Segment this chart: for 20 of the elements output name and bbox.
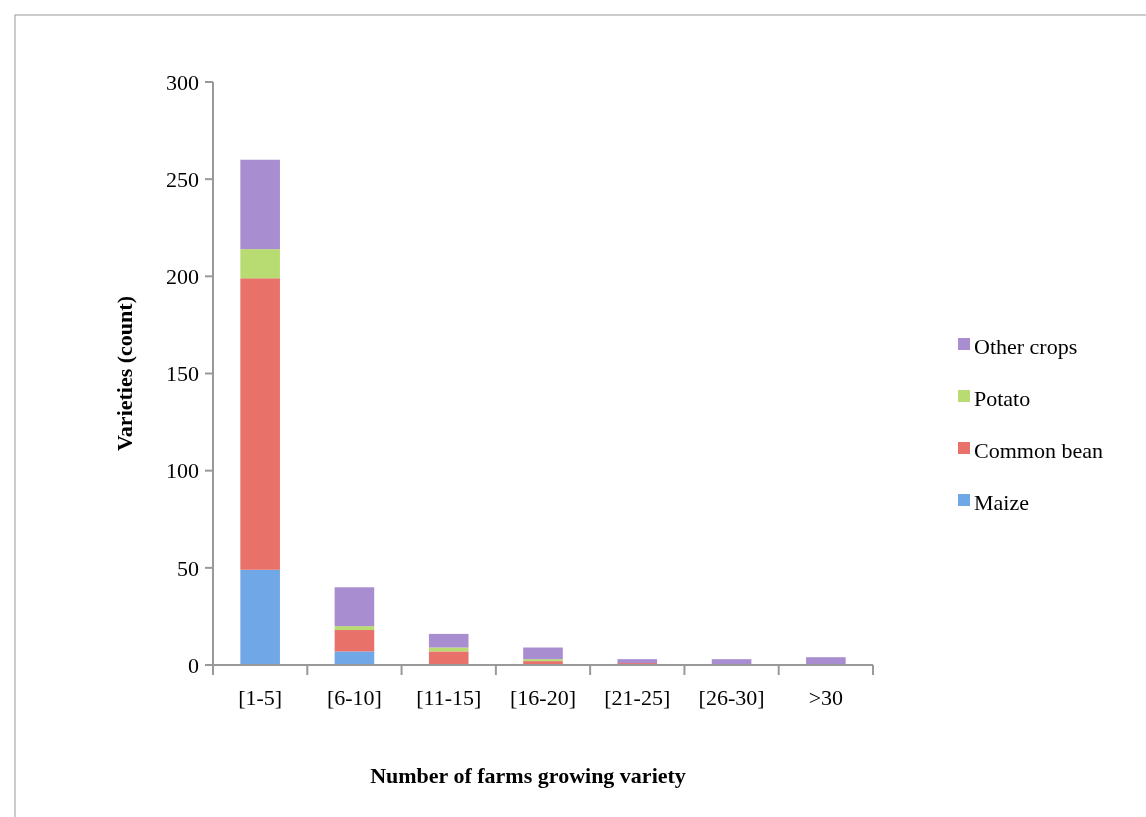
x-axis-title: Number of farms growing variety (370, 763, 686, 788)
y-tick-label: 100 (166, 458, 199, 484)
y-tick-label: 300 (166, 69, 199, 95)
y-tick-label: 200 (166, 264, 199, 290)
x-tick-label: [16-20] (510, 685, 576, 710)
y-tick-label: 150 (166, 361, 199, 387)
x-tick-label: [6-10] (326, 685, 382, 710)
y-tick-label: 250 (166, 166, 199, 192)
y-tick-label: 0 (188, 652, 199, 678)
y-axis-title: Varieties (count) (112, 296, 137, 451)
x-tick-label: [1-5] (238, 685, 283, 710)
x-tick-label: [11-15] (416, 685, 482, 710)
x-tick-label: >30 (808, 685, 844, 710)
y-tick-label: 50 (177, 555, 199, 581)
legend-label: Potato (974, 385, 1031, 411)
x-tick-label: [26-30] (698, 685, 765, 710)
x-tick-label: [21-25] (604, 685, 671, 710)
legend-label: Maize (974, 489, 1029, 515)
legend-label: Common bean (974, 437, 1103, 463)
legend-label: Other crops (974, 333, 1078, 359)
